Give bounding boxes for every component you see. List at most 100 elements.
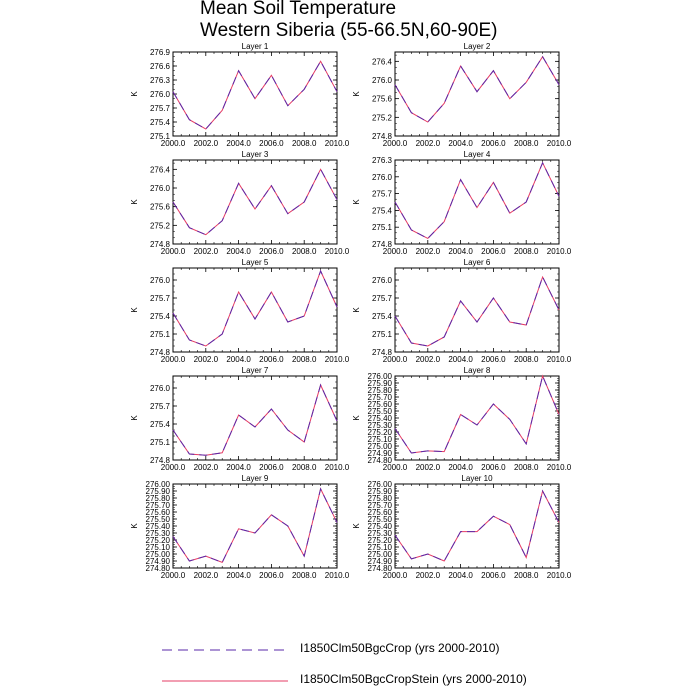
x-tick-label: 2004.0 [226, 139, 251, 148]
plot-frame [394, 375, 560, 461]
x-tick-label: 2006.0 [481, 571, 506, 580]
y-tick-label: 274.8 [150, 348, 171, 357]
x-tick-label: 2010.0 [547, 355, 572, 364]
x-tick-label: 2004.0 [226, 571, 251, 580]
panel-layer-1: Layer 1 K 2000.0 2002.0 2004.0 2006.0 2008.0 20… [130, 42, 350, 148]
y-tick-label: 274.8 [372, 132, 393, 141]
panel-layer-10: Layer 10 K 2000.0 2002.0 2004.0 2006.0 2008.0 2… [352, 474, 572, 580]
series-line-crop [172, 60, 338, 130]
y-tick-label: 275.1 [150, 438, 171, 447]
x-tick-label: 2010.0 [325, 139, 350, 148]
y-tick-label: 276.3 [150, 76, 171, 85]
panel-layer-4: Layer 4 K 2000.0 2002.0 2004.0 2006.0 2008.0 20… [352, 150, 572, 256]
x-tick-label: 2010.0 [547, 463, 572, 472]
title-line-1: Mean Soil Temperature [200, 0, 397, 19]
plot-frame [394, 159, 560, 245]
x-tick-label: 2006.0 [481, 355, 506, 364]
legend-label-2: I1850Clm50BgcCropStein (yrs 2000-2010) [300, 672, 527, 686]
y-tick-label: 275.10 [368, 543, 393, 552]
series-line-crop-stein [172, 168, 338, 236]
y-tick-label: 274.90 [146, 557, 171, 566]
y-axis-label: K [130, 91, 139, 97]
y-axis-label: K [352, 307, 361, 313]
x-tick-label: 2004.0 [448, 139, 473, 148]
y-tick-label: 275.7 [150, 402, 171, 411]
series-line-crop [394, 374, 560, 454]
y-tick-label: 275.20 [146, 536, 171, 545]
x-tick-label: 2008.0 [292, 247, 317, 256]
x-tick-label: 2008.0 [514, 247, 539, 256]
y-tick-label: 275.4 [372, 312, 393, 321]
x-tick-label: 2000.0 [161, 139, 186, 148]
y-axis-label: K [130, 199, 139, 205]
y-tick-label: 275.40 [368, 414, 393, 423]
y-tick-label: 275.90 [368, 379, 393, 388]
panel-title: Layer 1 [242, 42, 269, 51]
y-tick-label: 274.90 [368, 449, 393, 458]
panel-layer-5: Layer 5 K 2000.0 2002.0 2004.0 2006.0 2008.0 20… [130, 258, 350, 364]
plot-frame [394, 267, 560, 353]
y-tick-label: 275.7 [150, 104, 171, 113]
panel-layer-2: Layer 2 K 2000.0 2002.0 2004.0 2006.0 2008.0 20… [352, 42, 572, 148]
x-tick-label: 2002.0 [416, 247, 441, 256]
series-line-crop [394, 161, 560, 240]
y-tick-label: 274.80 [368, 564, 393, 573]
x-tick-label: 2000.0 [161, 463, 186, 472]
x-tick-label: 2010.0 [547, 139, 572, 148]
x-tick-label: 2000.0 [383, 571, 408, 580]
y-tick-label: 275.2 [150, 221, 171, 230]
figure-title: Mean Soil Temperature Western Siberia (5… [200, 0, 497, 42]
y-tick-label: 276.4 [372, 57, 393, 66]
y-tick-label: 275.80 [368, 494, 393, 503]
y-tick-label: 275.1 [372, 330, 393, 339]
y-tick-label: 275.1 [150, 330, 171, 339]
y-tick-label: 276.0 [372, 173, 393, 182]
y-tick-label: 276.0 [150, 184, 171, 193]
plot-frame [172, 483, 338, 569]
y-tick-label: 276.0 [372, 276, 393, 285]
x-tick-label: 2004.0 [448, 247, 473, 256]
series-line-crop [394, 275, 560, 347]
panel-title: Layer 8 [464, 366, 491, 375]
panel-layer-6: Layer 6 K 2000.0 2002.0 2004.0 2006.0 2008.0 20… [352, 258, 572, 364]
series-line-crop [172, 269, 338, 347]
y-tick-label: 276.0 [372, 76, 393, 85]
title-line-2: Western Siberia (55-66.5N,60-90E) [200, 20, 498, 41]
series-line-crop-stein [394, 161, 560, 240]
x-tick-label: 2004.0 [226, 463, 251, 472]
y-tick-label: 274.8 [372, 240, 393, 249]
y-tick-label: 275.4 [150, 420, 171, 429]
plot-frame [172, 51, 338, 137]
panel-layer-9: Layer 9 K 2000.0 2002.0 2004.0 2006.0 2008.0 20… [130, 474, 350, 580]
x-tick-label: 2010.0 [547, 571, 572, 580]
x-tick-label: 2008.0 [292, 139, 317, 148]
y-tick-label: 275.70 [368, 393, 393, 402]
x-tick-label: 2010.0 [325, 571, 350, 580]
x-tick-label: 2000.0 [161, 355, 186, 364]
x-tick-label: 2002.0 [194, 355, 219, 364]
panel-layer-8: Layer 8 K 2000.0 2002.0 2004.0 2006.0 2008.0 20… [352, 366, 572, 472]
panel-title: Layer 4 [464, 150, 491, 159]
x-tick-label: 2008.0 [514, 571, 539, 580]
y-tick-label: 275.20 [368, 536, 393, 545]
y-tick-label: 275.1 [372, 223, 393, 232]
y-axis-label: K [352, 415, 361, 421]
y-tick-label: 275.60 [368, 400, 393, 409]
y-tick-label: 275.90 [368, 487, 393, 496]
x-tick-label: 2004.0 [226, 247, 251, 256]
series-line-crop-stein [172, 60, 338, 130]
x-tick-label: 2002.0 [416, 571, 441, 580]
series-line-crop-stein [172, 383, 338, 456]
y-tick-label: 275.80 [146, 494, 171, 503]
legend-label-1: I1850Clm50BgcCrop (yrs 2000-2010) [300, 641, 500, 655]
series-line-crop [394, 55, 560, 123]
series-line-crop-stein [172, 487, 338, 564]
legend-swatch-2 [162, 680, 288, 682]
x-tick-label: 2010.0 [325, 355, 350, 364]
x-tick-label: 2000.0 [383, 463, 408, 472]
y-axis-label: K [352, 199, 361, 205]
legend-swatch-1 [162, 649, 288, 651]
y-axis-label: K [130, 307, 139, 313]
y-tick-label: 275.7 [150, 294, 171, 303]
plot-frame [172, 375, 338, 461]
